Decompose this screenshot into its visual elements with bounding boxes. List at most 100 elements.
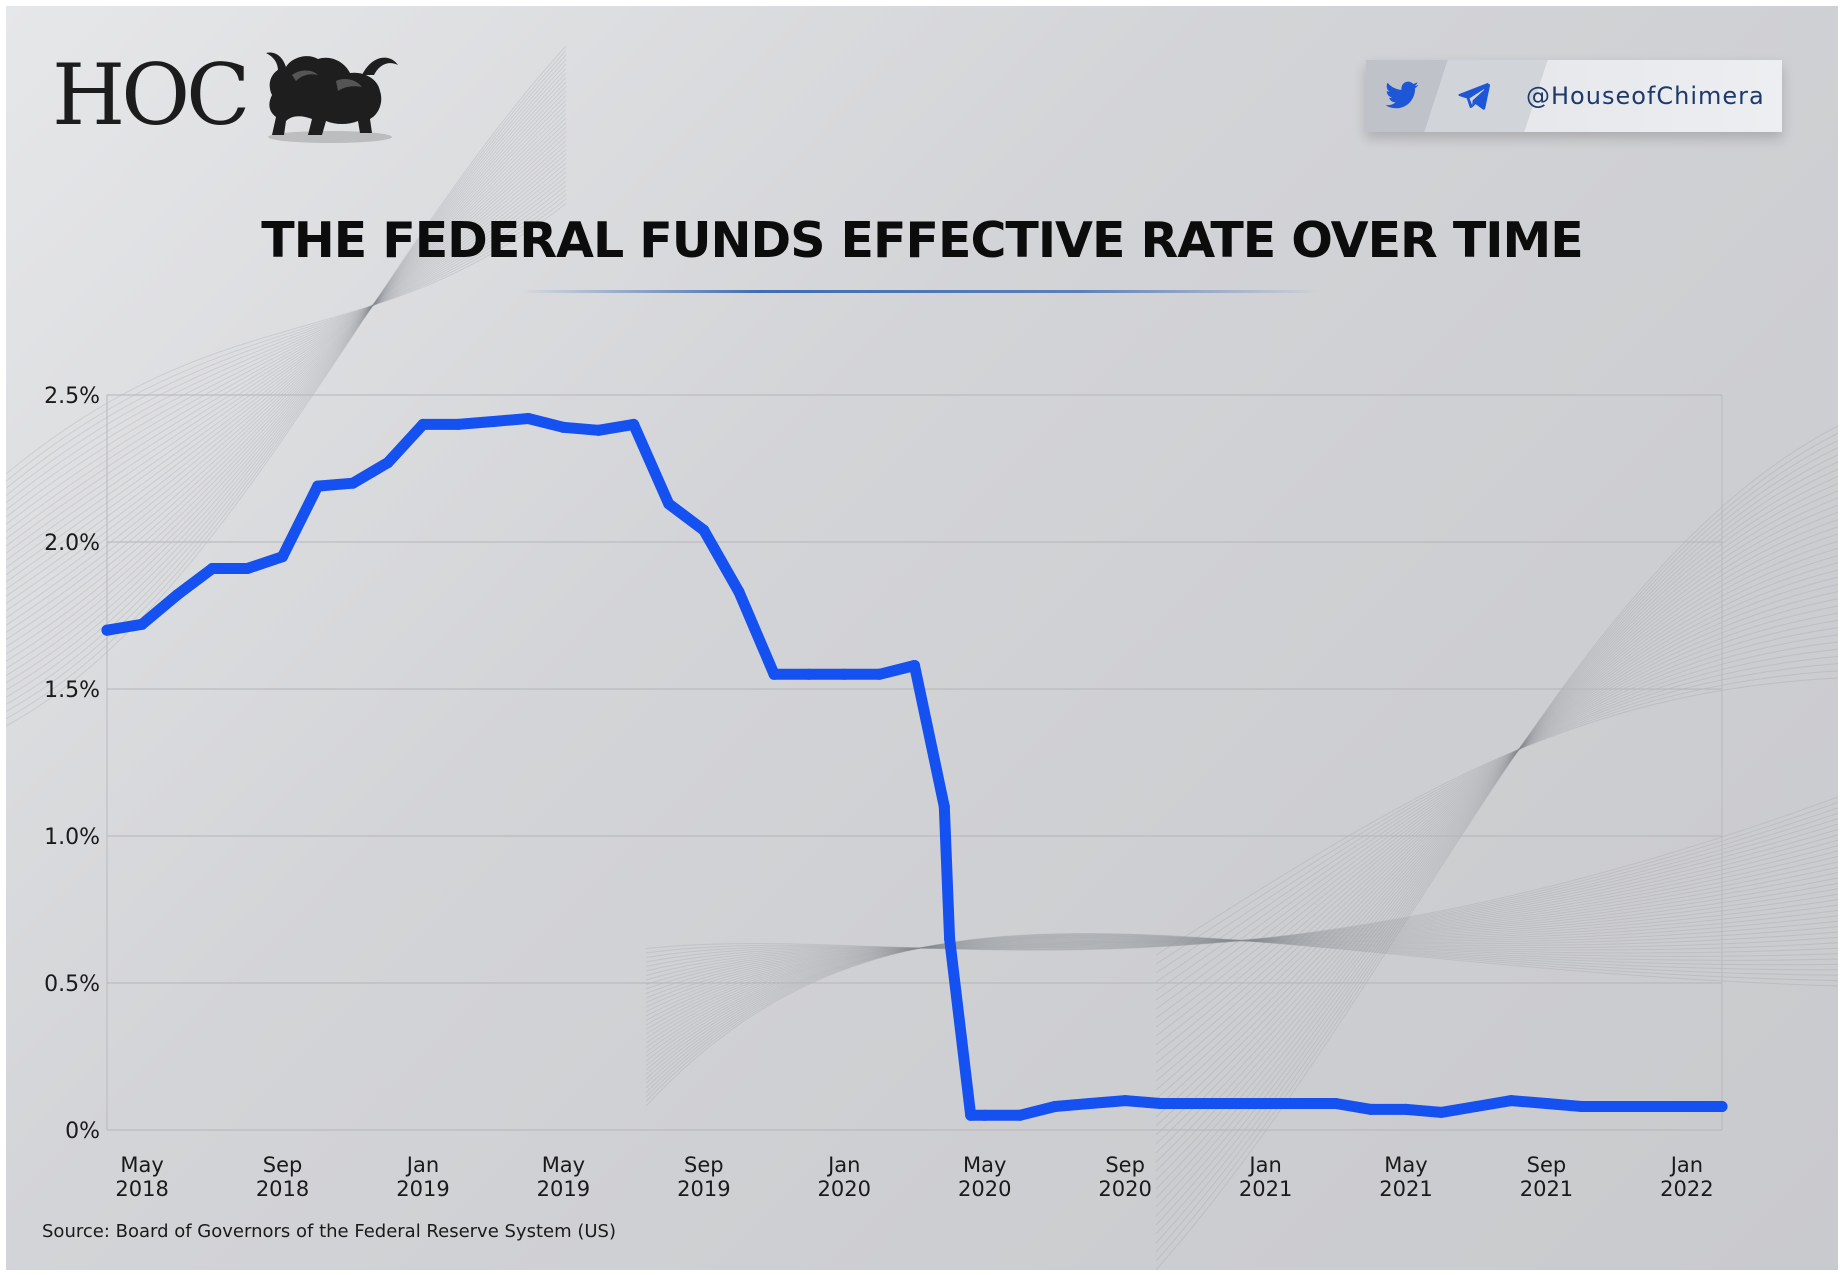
background-wave-line [6, 77, 567, 677]
background-wave-line [645, 834, 1838, 981]
background-wave-line [1155, 670, 1838, 965]
y-tick-label: 2.5% [44, 384, 100, 409]
background-wave-line [645, 933, 1838, 1102]
data-point [593, 424, 604, 436]
x-tick-label-month: May [542, 1153, 585, 1177]
y-tick-label: 1.5% [44, 678, 100, 703]
background-wave-line [6, 90, 567, 655]
social-handle-badge[interactable]: @HouseofChimera [1366, 60, 1782, 132]
background-wave-line [1155, 526, 1838, 1145]
background-wave-line [1155, 547, 1838, 1118]
social-handle-text[interactable]: @HouseofChimera [1526, 82, 1765, 110]
data-point [206, 563, 218, 574]
x-tick-label-month: Jan [1247, 1153, 1281, 1177]
data-point [1646, 1101, 1658, 1112]
data-point [1681, 1101, 1693, 1112]
background-wave-line [645, 861, 1838, 1003]
data-point [909, 660, 920, 671]
telegram-icon[interactable] [1454, 78, 1494, 114]
background-wave-line [645, 823, 1838, 972]
background-wave-line [6, 149, 567, 561]
data-point [1260, 1098, 1272, 1109]
background-wave-line [645, 828, 1838, 976]
background-wave-line [1155, 504, 1838, 1172]
background-wave-line [6, 135, 567, 583]
x-tick-label-year: 2019 [677, 1177, 730, 1201]
data-point [522, 413, 534, 424]
data-point [1505, 1095, 1517, 1107]
x-tick-label-year: 2019 [396, 1177, 449, 1201]
background-wave-line [645, 934, 1838, 1089]
background-wave-line [645, 933, 1838, 1098]
background-wave-line [6, 176, 567, 518]
hoc-logo: HOC [52, 45, 402, 145]
source-note: Source: Board of Governors of the Federa… [42, 1221, 616, 1242]
data-point [979, 1109, 991, 1121]
background-wave-line [645, 872, 1838, 1012]
x-tick-label-month: Sep [684, 1153, 724, 1177]
background-wave-line [1155, 447, 1838, 1244]
background-wave-line [6, 185, 567, 504]
logo-text: HOC [52, 46, 250, 144]
background-wave-line [645, 931, 1838, 1062]
data-point [1435, 1106, 1447, 1118]
background-wave-line [6, 108, 567, 626]
background-wave-line [6, 72, 567, 684]
background-wave-line [6, 198, 567, 482]
background-wave-line [645, 866, 1838, 1008]
data-point [1400, 1103, 1412, 1115]
background-wave-line [645, 888, 1838, 1026]
background-wave-line [1155, 533, 1838, 1136]
data-point [1330, 1098, 1342, 1109]
x-tick-label-year: 2020 [818, 1177, 871, 1201]
background-wave-line [645, 936, 1838, 1071]
data-point [241, 563, 253, 574]
background-wave-line [1155, 619, 1838, 1028]
y-tick-label: 1.0% [44, 825, 100, 850]
background-wave-line [1155, 475, 1838, 1208]
background-wave-line [6, 50, 567, 720]
background-wave-line [6, 54, 567, 713]
x-tick-label-year: 2021 [1239, 1177, 1292, 1201]
data-point [1365, 1103, 1377, 1115]
background-wave-line [645, 882, 1838, 1021]
background-wave-line [1155, 591, 1838, 1064]
background-wave-line [1155, 562, 1838, 1100]
background-wave-line [645, 899, 1838, 1035]
background-wave-line [645, 801, 1838, 954]
background-wave-line [6, 81, 567, 669]
background-wave-line [6, 144, 567, 569]
background-wave-line [645, 936, 1838, 1066]
data-point [663, 498, 675, 510]
data-point [487, 416, 499, 427]
data-point [1084, 1098, 1096, 1109]
background-wave-line [6, 158, 567, 547]
background-wave-line [6, 104, 567, 633]
background-wave-line [645, 893, 1838, 1030]
x-tick-label-year: 2019 [537, 1177, 590, 1201]
background-wave-line [1155, 655, 1838, 983]
twitter-icon[interactable] [1382, 78, 1422, 114]
background-wave-line [1155, 490, 1838, 1190]
background-wave-line [645, 926, 1838, 1057]
data-point [965, 1109, 977, 1121]
data-point [1154, 1098, 1166, 1109]
background-wave-line [1155, 663, 1838, 974]
background-wave-line [6, 171, 567, 525]
data-point [1576, 1101, 1588, 1112]
background-wave-line [645, 920, 1838, 1053]
background-wave-line [645, 909, 1838, 1044]
chart-canvas [6, 6, 1838, 1270]
x-tick-label-month: May [963, 1153, 1006, 1177]
data-point [1716, 1101, 1728, 1112]
x-tick-label-month: Jan [1669, 1153, 1703, 1177]
background-wave-line [645, 935, 1838, 1080]
background-wave-line [6, 162, 567, 540]
background-wave-line [1155, 612, 1838, 1037]
data-point [803, 668, 815, 680]
background-wave-line [6, 122, 567, 605]
lion-goat-emblem-icon [266, 52, 399, 143]
data-point [838, 668, 850, 680]
background-wave-line [1155, 569, 1838, 1091]
